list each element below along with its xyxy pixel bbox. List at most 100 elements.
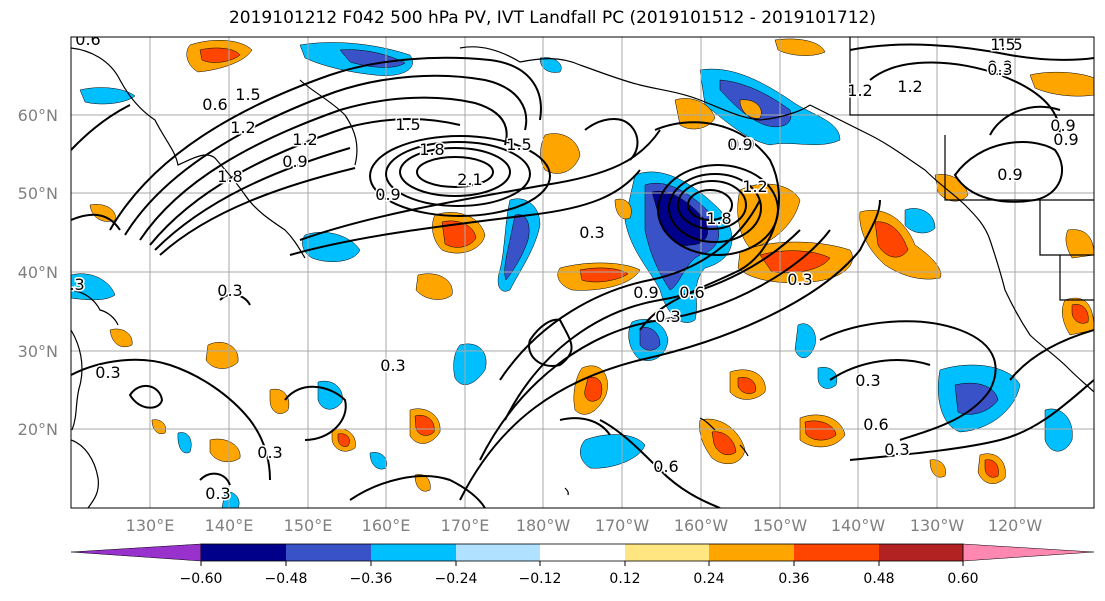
- lat-label: 50°N: [18, 184, 58, 203]
- colorbar-segment: [286, 544, 371, 561]
- colorbar-segment: [201, 544, 286, 561]
- contour-label: 0.9: [375, 185, 400, 204]
- positive-anomaly-patch: [1029, 71, 1094, 97]
- contour-label: 1.2: [292, 130, 317, 149]
- positive-anomaly-patch: [579, 267, 629, 283]
- negative-anomaly-patch: [904, 208, 936, 234]
- contour-label: 0.9: [997, 165, 1022, 184]
- colorbar: −0.60 −0.48 −0.36 −0.24 −0.12 0.12 0.24 …: [70, 543, 1095, 587]
- positive-anomaly-patch: [804, 420, 837, 441]
- colorbar-segment: [794, 544, 879, 561]
- negative-anomaly-patch: [794, 323, 816, 358]
- lon-label: 130°W: [910, 516, 965, 535]
- colorbar-segment-over: [962, 543, 1095, 562]
- contour-label: 0.9: [1050, 116, 1075, 135]
- contour-label: 1.2: [847, 81, 872, 100]
- colorbar-tick-label: 0.12: [609, 571, 640, 587]
- negative-anomaly-patch: [79, 87, 136, 105]
- contour-label: 0.3: [217, 281, 242, 300]
- colorbar-segment: [879, 544, 963, 561]
- positive-anomaly-patch: [151, 419, 166, 434]
- contour-label: 0.6: [202, 95, 227, 114]
- negative-anomaly-patch: [177, 432, 192, 454]
- colorbar-segment-under: [70, 543, 202, 562]
- contour-label: 0.6: [679, 283, 704, 302]
- colorbar-tick-label: −0.12: [519, 571, 562, 587]
- positive-anomaly-patch: [774, 38, 826, 56]
- contour-label: 1.5: [997, 35, 1022, 54]
- lat-label: 40°N: [18, 263, 58, 282]
- colorbar-tick-label: 0.36: [778, 571, 809, 587]
- contour-label: 0.6: [75, 30, 100, 49]
- positive-anomaly-patch: [614, 198, 632, 220]
- positive-anomaly-patch: [415, 273, 453, 300]
- figure-title: 2019101212 F042 500 hPa PV, IVT Landfall…: [228, 8, 876, 28]
- positive-anomaly-patch: [739, 99, 762, 119]
- map-frame: [70, 36, 1095, 509]
- contour-label: 1.8: [419, 140, 444, 159]
- contour-label: 1.5: [506, 135, 531, 154]
- lon-label: 160°E: [362, 516, 411, 535]
- contour-label: 1.8: [217, 167, 242, 186]
- colorbar-segment: [709, 544, 794, 561]
- positive-anomaly-patch: [269, 388, 290, 414]
- negative-anomaly-patch: [504, 214, 530, 281]
- positive-anomaly-patch: [929, 459, 946, 478]
- colorbar-tick-label: 0.24: [693, 571, 724, 587]
- contour-label: 0.3: [579, 223, 604, 242]
- lon-label: 160°W: [674, 516, 729, 535]
- positive-anomaly-patch: [759, 250, 831, 274]
- lon-label: 140°W: [831, 516, 886, 535]
- contour-label: 0.9: [1053, 130, 1078, 149]
- contour-label: 0.3: [855, 371, 880, 390]
- colorbar-tick-label: 0.48: [863, 571, 894, 587]
- lat-label: 20°N: [18, 420, 58, 439]
- contour-label: 0.6: [653, 457, 678, 476]
- pv-contours: [71, 43, 1094, 508]
- colorbar-tick-label: −0.24: [435, 571, 478, 587]
- contour-label: 1.8: [706, 209, 731, 228]
- positive-anomaly-patch: [209, 438, 241, 463]
- lon-label: 120°W: [988, 516, 1043, 535]
- contour-label: 0.3: [205, 484, 230, 503]
- contour-label: 0.3: [987, 60, 1012, 79]
- negative-anomaly-patch: [639, 327, 661, 351]
- contour-label: 0.9: [727, 135, 752, 154]
- positive-anomaly-patch: [674, 98, 716, 130]
- lon-label: 150°W: [753, 516, 808, 535]
- colorbar-tick-label: −0.60: [180, 571, 223, 587]
- contour-labels: 0.6 0.6 1.2 1.5 1.8 0.9 1.2 1.5 0.9 1.8 2.1 1.5 0.9 1…: [71, 30, 1080, 505]
- contour-label: 1.5: [990, 35, 1015, 54]
- contour-label: 1.5: [395, 115, 420, 134]
- lon-label: 140°E: [205, 516, 254, 535]
- contour-label: 0.3: [884, 440, 909, 459]
- positive-anomaly-patch: [109, 328, 133, 348]
- positive-anomaly-patch: [874, 221, 909, 258]
- contour-label: 2.1: [457, 170, 482, 189]
- contour-label: 0.9: [282, 152, 307, 171]
- positive-anomaly-patch: [1065, 229, 1094, 259]
- positive-anomaly-patch: [337, 433, 350, 447]
- lat-label: 60°N: [18, 106, 58, 125]
- contour-label: 0.9: [987, 57, 1012, 76]
- colorbar-segment: [371, 544, 456, 561]
- positive-anomaly-patch: [984, 459, 999, 478]
- contour-label: 0.9: [633, 283, 658, 302]
- positive-anomaly-patch: [540, 133, 581, 174]
- contour-label: 0.3: [217, 281, 242, 300]
- negative-anomaly-patch: [580, 434, 646, 469]
- shaded-anomaly-field: [71, 38, 1094, 508]
- coastlines: [71, 37, 1094, 508]
- positive-anomaly-patch: [584, 376, 603, 402]
- contour-label: 0.3: [95, 363, 120, 382]
- latitude-axis: 60°N 50°N 40°N 30°N 20°N: [18, 106, 58, 439]
- colorbar-segment: [540, 544, 625, 561]
- contour-label: 1.2: [897, 77, 922, 96]
- negative-anomaly-patch: [453, 343, 487, 385]
- contour-label: 0.3: [380, 356, 405, 375]
- contour-label: 0.3: [655, 307, 680, 326]
- colorbar-segment: [625, 544, 709, 561]
- lat-label: 30°N: [18, 342, 58, 361]
- colorbar-tick-label: −0.36: [350, 571, 393, 587]
